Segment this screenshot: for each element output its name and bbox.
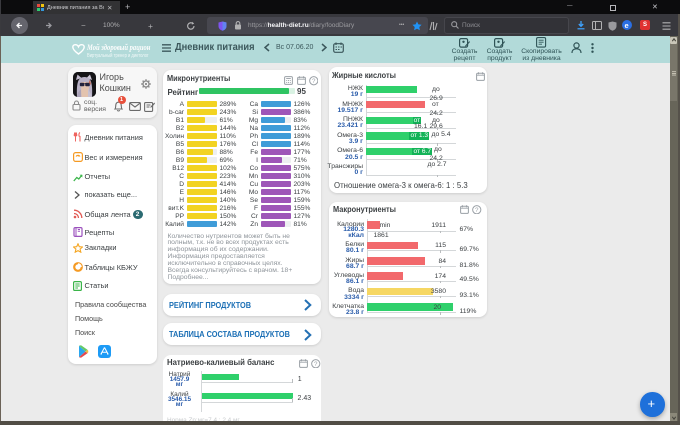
svg-text:?: ? [475,206,479,213]
svg-text:?: ? [314,360,318,367]
svg-text:?: ? [312,78,316,85]
